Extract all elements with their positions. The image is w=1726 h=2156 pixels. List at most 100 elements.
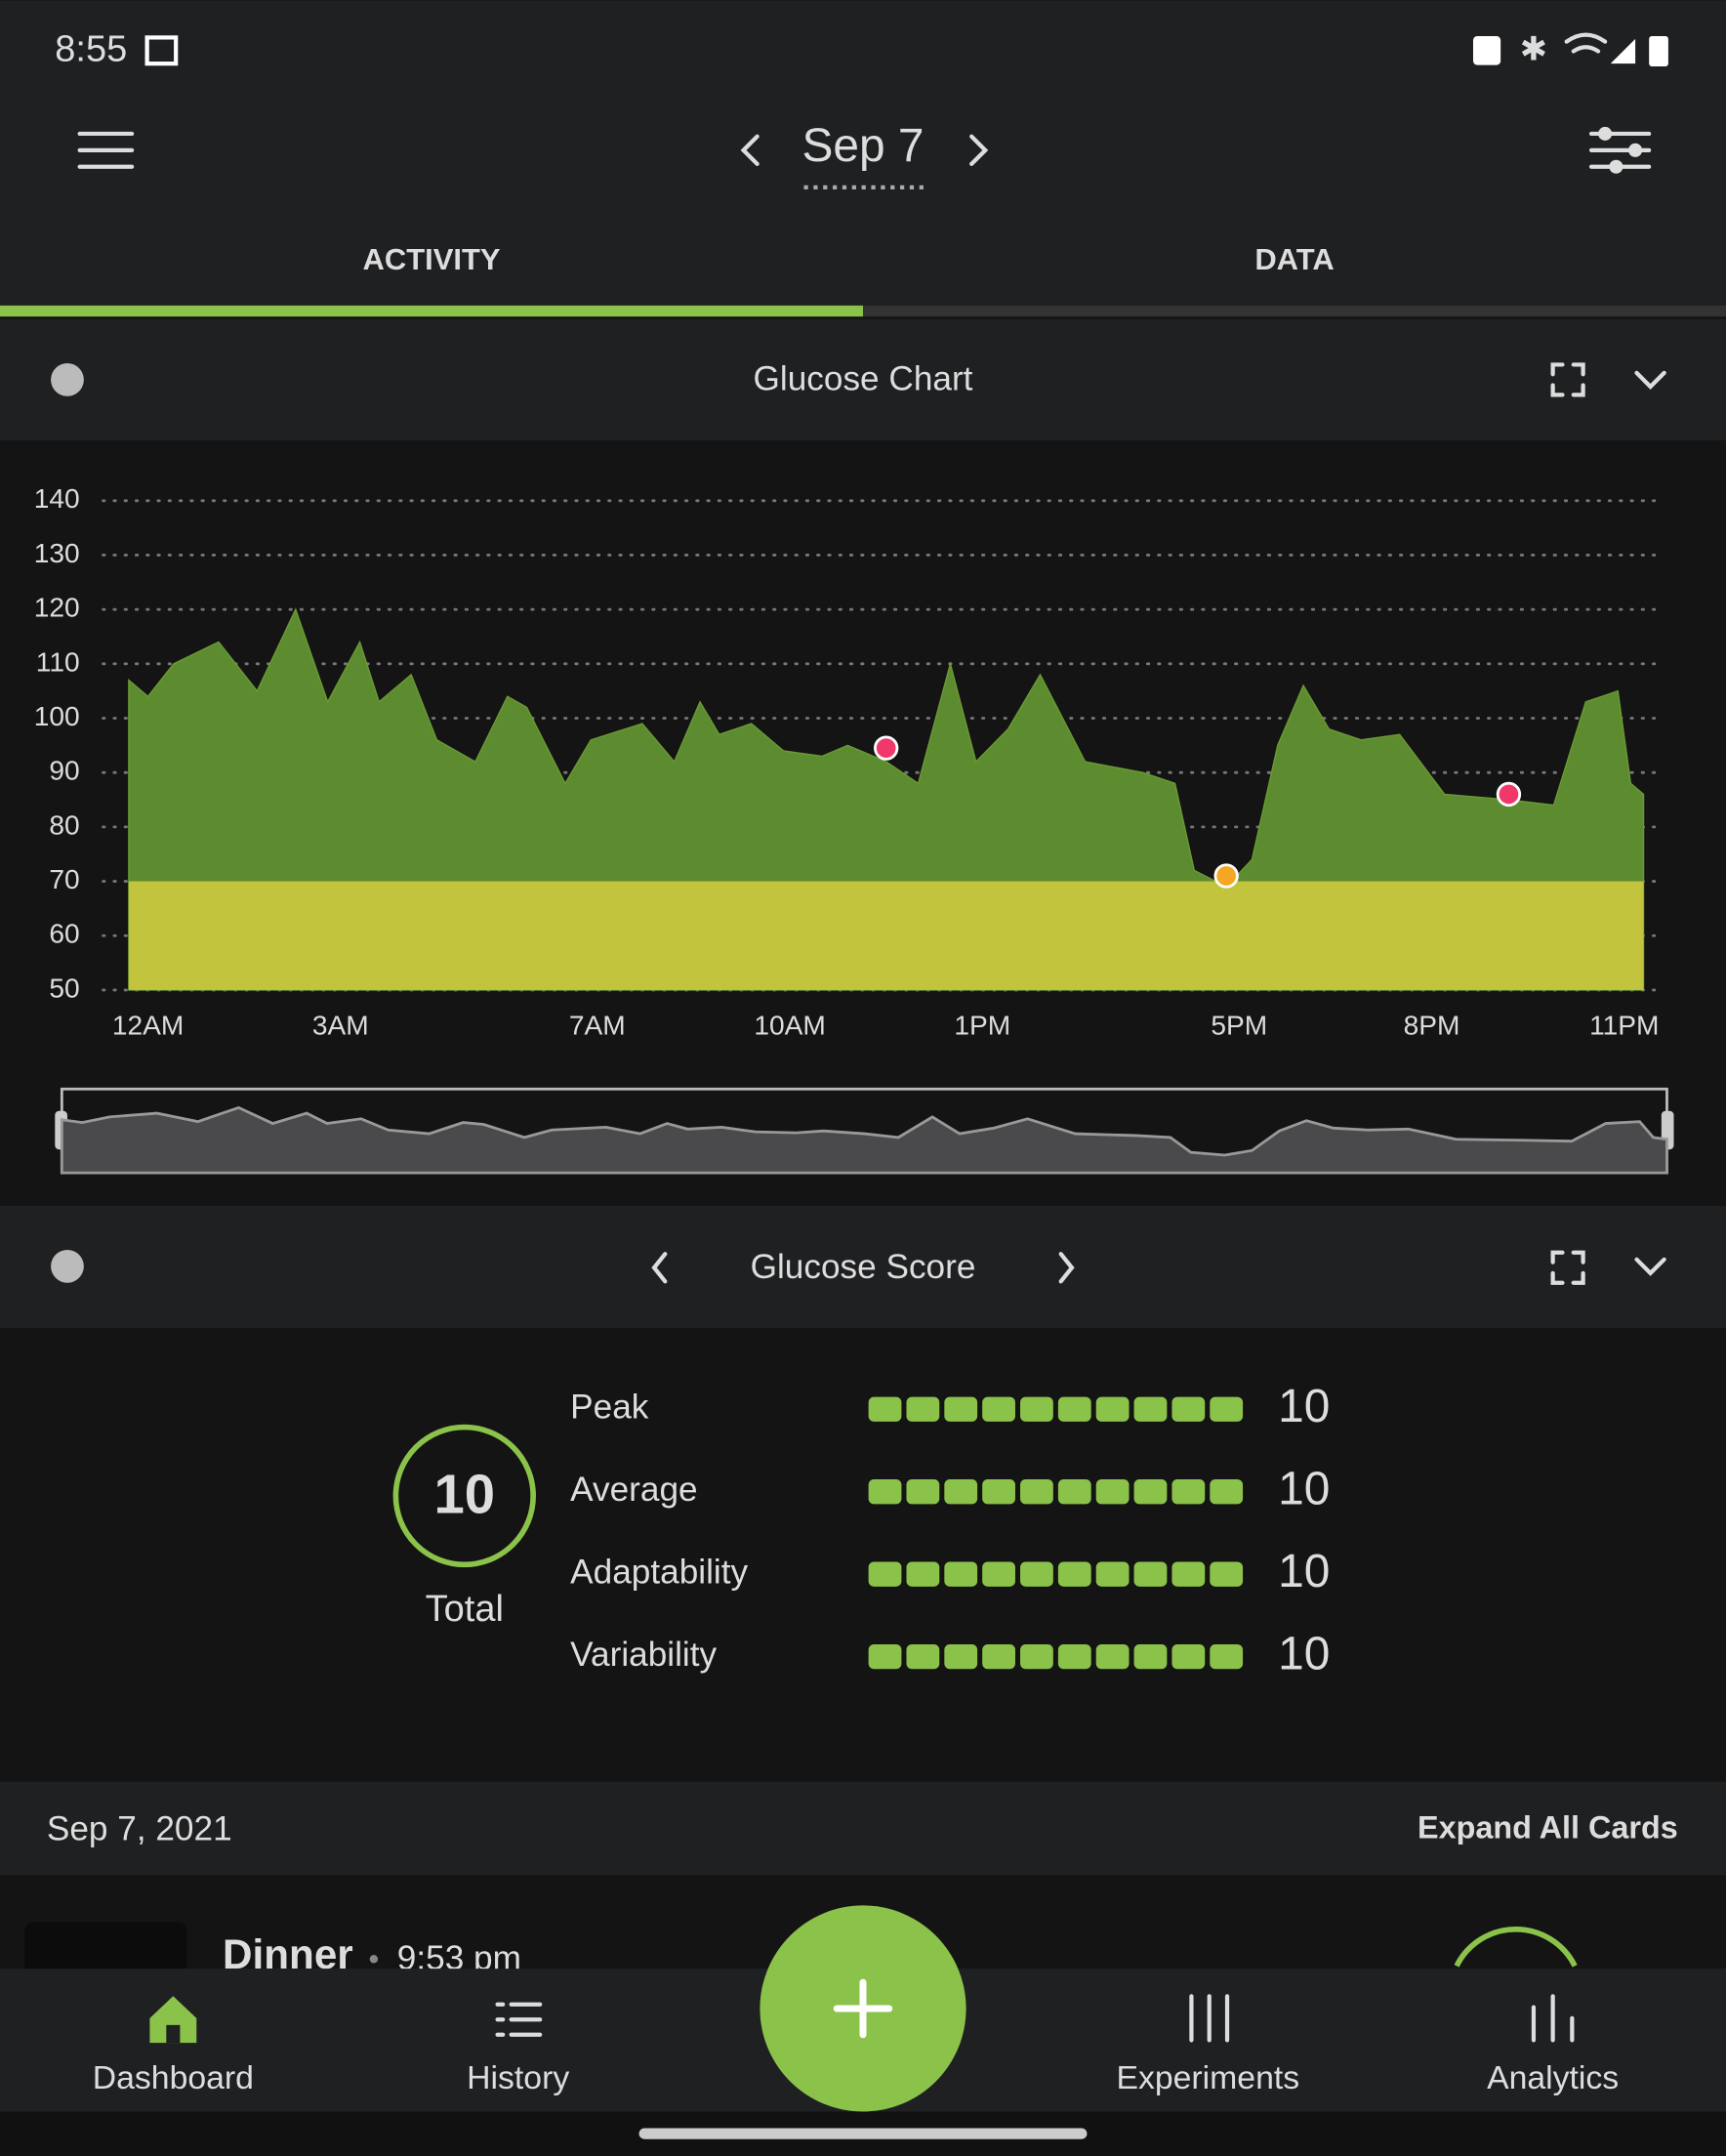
score-value: 10 (1278, 1546, 1330, 1597)
y-tick-label: 90 (49, 756, 79, 786)
score-segment (1057, 1396, 1091, 1422)
slider-knob (1628, 143, 1643, 157)
x-tick-label: 8PM (1404, 1010, 1460, 1040)
nfc-icon (1472, 36, 1501, 65)
score-segment (868, 1561, 902, 1587)
score-segment (906, 1643, 940, 1670)
score-segment (1057, 1479, 1091, 1505)
total-label: Total (426, 1589, 504, 1630)
collapse-button[interactable] (1634, 1257, 1666, 1276)
clock: 8:55 (55, 29, 127, 70)
card-header (0, 318, 1726, 440)
glucose-chart: 50 60 70 80 90 100 110 120 130 140 12AM 3AM 7AM 10AM 1… (34, 483, 1664, 1040)
score-segment (906, 1396, 940, 1422)
card-header (0, 1205, 1726, 1329)
score-segment (1020, 1396, 1053, 1422)
fullscreen-button[interactable] (1550, 362, 1585, 397)
score-segment (1171, 1643, 1206, 1670)
event-marker (1496, 781, 1522, 808)
score-segment (1020, 1479, 1053, 1505)
x-tick-label: 12AM (112, 1010, 185, 1040)
tab[interactable]: ACTIVITY (362, 242, 500, 276)
score-segment (1095, 1396, 1130, 1422)
score-segment (982, 1561, 1015, 1587)
score-segment (1133, 1396, 1168, 1422)
score-segment (1095, 1643, 1130, 1670)
bluetooth-icon: ✱ (1520, 30, 1547, 67)
y-tick-label: 100 (34, 701, 80, 731)
nav-item[interactable]: Experiments (1116, 2059, 1299, 2096)
score-segment (982, 1479, 1015, 1505)
card-title: Glucose Chart (754, 360, 973, 398)
next-card[interactable] (1058, 1252, 1075, 1284)
score-name: Variability (570, 1636, 717, 1674)
tab-indicator (0, 305, 863, 317)
score-segment (868, 1396, 902, 1422)
score-value: 10 (1278, 1628, 1330, 1679)
score-segment (868, 1479, 902, 1505)
prev-day[interactable] (740, 134, 760, 167)
nav-item[interactable]: History (467, 2059, 569, 2096)
wifi-icon (1564, 32, 1608, 54)
experiments-icon[interactable] (1189, 1994, 1230, 2043)
slider-knob (1598, 126, 1613, 141)
separator-dot (369, 1955, 379, 1964)
score-segment (982, 1396, 1015, 1422)
expand-all[interactable]: Expand All Cards (1418, 1810, 1678, 1845)
score-segment (868, 1643, 902, 1670)
score-value: 10 (1278, 1381, 1330, 1432)
y-tick-label: 50 (49, 973, 79, 1003)
fullscreen-button[interactable] (1550, 1250, 1585, 1285)
info-icon[interactable] (51, 1249, 84, 1283)
date-title[interactable]: Sep 7 (801, 120, 924, 172)
dashboard-icon[interactable] (149, 1996, 197, 2044)
prev-card[interactable] (651, 1252, 668, 1284)
score-segment (944, 1396, 978, 1422)
total-score: 10 (433, 1464, 495, 1525)
next-day[interactable] (969, 134, 989, 167)
score-segment (1133, 1643, 1168, 1670)
analytics-icon[interactable] (1531, 1994, 1575, 2043)
score-segment (906, 1479, 940, 1505)
menu-button[interactable] (77, 131, 135, 169)
info-icon[interactable] (51, 363, 84, 396)
score-segment (1210, 1643, 1244, 1670)
score-segment (1171, 1396, 1206, 1422)
nav-item[interactable]: Analytics (1487, 2059, 1619, 2096)
y-tick-label: 130 (34, 538, 80, 568)
score-segment (1133, 1561, 1168, 1587)
score-segment (906, 1561, 940, 1587)
score-segment (1057, 1561, 1091, 1587)
score-name: Peak (570, 1389, 649, 1427)
score-segment (1020, 1561, 1053, 1587)
event-marker (874, 735, 899, 761)
low-band (128, 881, 1644, 990)
tab[interactable]: DATA (1254, 242, 1334, 276)
score-segment (1057, 1643, 1091, 1670)
score-segment (1020, 1643, 1053, 1670)
battery-icon (1649, 36, 1668, 66)
y-tick-label: 80 (49, 809, 79, 840)
total-ring (392, 1424, 536, 1568)
x-tick-label: 11PM (1589, 1010, 1659, 1040)
nav-item[interactable]: Dashboard (93, 2059, 254, 2096)
y-tick-label: 110 (36, 646, 80, 677)
score-name: Adaptability (570, 1553, 748, 1591)
collapse-button[interactable] (1634, 370, 1666, 390)
door (166, 2024, 181, 2044)
score-value: 10 (1278, 1463, 1330, 1514)
score-segment (944, 1479, 978, 1505)
app-header (0, 0, 1726, 317)
score-segment (982, 1643, 1015, 1670)
x-tick-label: 7AM (569, 1010, 626, 1040)
score-segment (1210, 1479, 1244, 1505)
history-icon[interactable] (495, 2002, 543, 2037)
x-tick-label: 3AM (312, 1010, 369, 1040)
y-tick-label: 60 (49, 919, 79, 949)
plus-icon (833, 1978, 893, 2039)
card-title: Glucose Score (751, 1248, 976, 1286)
timeline-date: Sep 7, 2021 (47, 1810, 232, 1848)
score-segment (1095, 1561, 1130, 1587)
x-tick-label: 10AM (754, 1010, 826, 1040)
